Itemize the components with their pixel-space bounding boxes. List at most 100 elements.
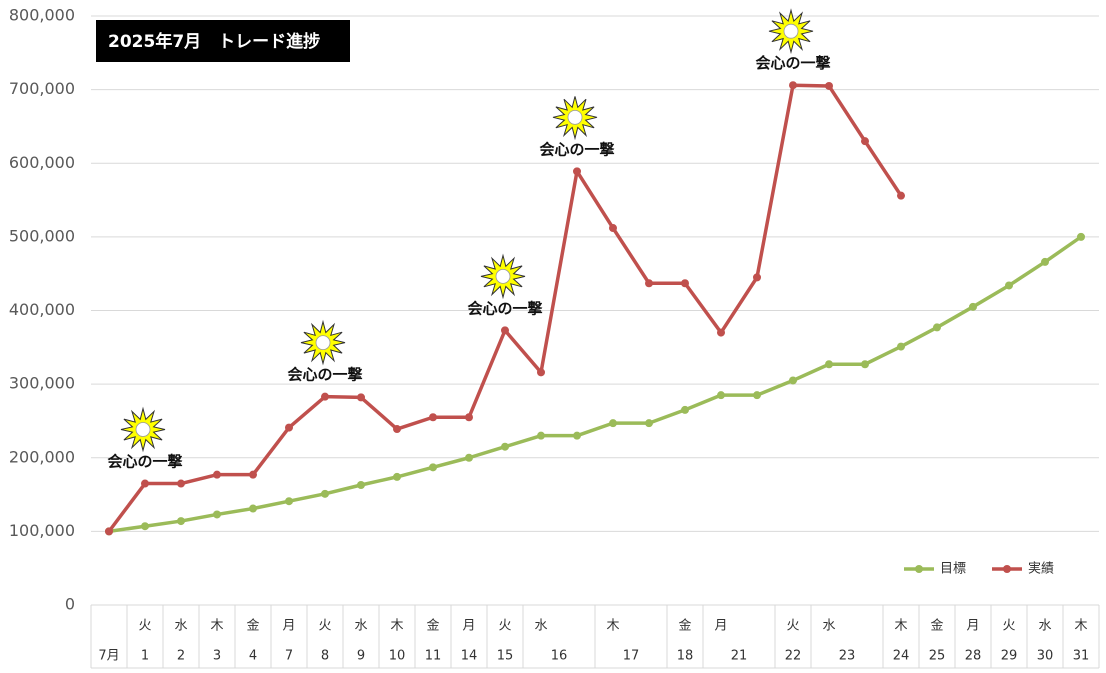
x-date-label: 23: [839, 649, 856, 664]
x-date-label: 31: [1073, 649, 1090, 664]
data-point: [537, 368, 545, 377]
y-tick-label: 100,000: [9, 521, 75, 540]
data-point: [717, 391, 725, 400]
data-point: [825, 360, 833, 369]
x-date-label: 18: [677, 649, 694, 664]
x-date-label: 25: [929, 649, 946, 664]
x-tick-label: 木: [210, 619, 223, 634]
starburst-center: [495, 268, 511, 284]
x-tick-label: 水: [1038, 619, 1051, 634]
data-point: [105, 527, 113, 536]
x-date-label: 9: [357, 649, 365, 664]
data-point: [645, 279, 653, 288]
starburst-center: [315, 335, 331, 351]
data-point: [213, 470, 221, 479]
data-point: [789, 376, 797, 385]
x-date-label: 11: [425, 649, 442, 664]
data-point: [141, 479, 149, 488]
data-point: [681, 405, 689, 414]
data-point: [645, 419, 653, 428]
starburst-center: [567, 109, 583, 125]
data-point: [357, 393, 365, 402]
data-point: [861, 360, 869, 369]
legend-label: 目標: [940, 562, 966, 577]
data-point: [897, 191, 905, 200]
y-tick-label: 200,000: [9, 447, 75, 466]
x-date-label: 4: [249, 649, 257, 664]
x-date-label: 14: [461, 649, 478, 664]
data-point: [1077, 232, 1085, 241]
data-point: [753, 273, 761, 282]
starburst-center: [135, 422, 151, 437]
x-date-label: 24: [893, 649, 910, 664]
x-tick-label: 金: [678, 618, 691, 634]
data-point: [609, 419, 617, 428]
legend-marker: [1003, 565, 1011, 573]
x-date-label: 1: [141, 649, 149, 664]
data-point: [789, 81, 797, 90]
x-tick-label: 木: [894, 619, 907, 634]
data-point: [429, 413, 437, 422]
data-point: [573, 167, 581, 176]
data-point: [897, 342, 905, 351]
x-tick-label: 水: [174, 619, 187, 634]
data-point: [681, 279, 689, 288]
x-tick-label: 月: [462, 619, 475, 634]
legend-label: 実績: [1028, 561, 1054, 577]
x-tick-label: 火: [1002, 619, 1015, 634]
x-date-label: 29: [1001, 649, 1018, 664]
data-point: [357, 480, 365, 489]
annotation: 会心の一撃: [539, 140, 614, 158]
annotation: 会心の一撃: [287, 366, 362, 384]
x-date-label: 15: [497, 649, 514, 664]
data-point: [717, 328, 725, 337]
x-tick-label: 火: [318, 619, 331, 634]
data-point: [321, 392, 329, 401]
chart-title: 2025年7月 トレード進捗: [108, 31, 320, 52]
data-point: [177, 517, 185, 526]
y-tick-label: 500,000: [9, 226, 75, 245]
x-tick-label: 木: [390, 619, 403, 634]
data-point: [213, 510, 221, 519]
data-point: [285, 497, 293, 506]
series-line: [108, 235, 1082, 534]
data-point: [573, 431, 581, 440]
y-tick-label: 800,000: [9, 6, 75, 25]
data-point: [825, 81, 833, 90]
data-point: [1005, 281, 1013, 290]
data-point: [249, 504, 257, 513]
x-tick-label: 水: [822, 619, 835, 634]
x-tick-label: 月: [966, 619, 979, 634]
y-tick-label: 0: [65, 595, 75, 614]
x-tick-label: 火: [786, 619, 799, 634]
x-date-label: 16: [551, 649, 568, 664]
x-date-label: 22: [785, 649, 802, 664]
x-tick-label: 水: [534, 619, 547, 634]
data-point: [501, 442, 509, 451]
data-point: [465, 453, 473, 462]
x-tick-label: 金: [246, 618, 259, 634]
x-tick-label: 金: [426, 618, 439, 634]
x-tick-label: 木: [1074, 619, 1087, 634]
x-date-label: 21: [731, 649, 748, 664]
y-tick-label: 600,000: [9, 153, 75, 172]
y-tick-label: 300,000: [9, 374, 75, 393]
data-point: [177, 479, 185, 488]
x-tick-label: 火: [138, 619, 151, 634]
data-point: [753, 391, 761, 400]
data-point: [609, 224, 617, 233]
x-tick-label: 月: [282, 619, 295, 634]
data-point: [861, 137, 869, 146]
x-tick-label: 火: [498, 619, 511, 634]
x-date-label: 30: [1037, 649, 1054, 664]
data-point: [285, 423, 293, 432]
title-box: [96, 20, 350, 62]
x-tick-label: 月: [714, 619, 727, 634]
x-date-label: 2: [177, 649, 185, 664]
data-point: [537, 431, 545, 440]
data-point: [501, 326, 509, 335]
x-tick-label: 水: [354, 619, 367, 634]
x-date-label: 3: [213, 649, 221, 664]
data-point: [141, 522, 149, 531]
